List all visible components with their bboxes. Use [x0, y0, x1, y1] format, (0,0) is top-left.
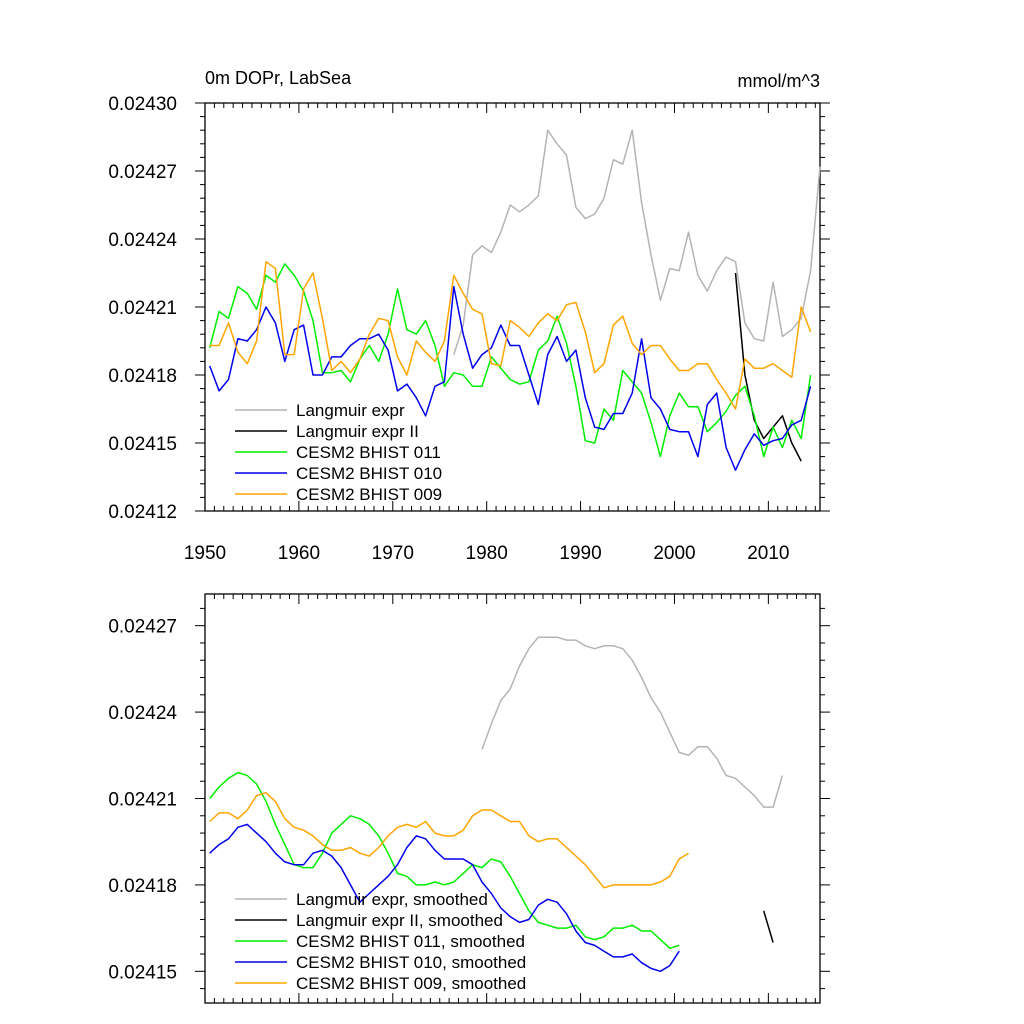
legend: Langmuir expr Langmuir expr II CESM2 BHIST… [235, 401, 442, 504]
top-panel-plot: 1950 1960 1970 1980 1990 2000 2010 0.02412 0.024… [108, 94, 830, 564]
legend-label: CESM2 BHIST 009 [296, 485, 442, 504]
x-tick-label: 1960 [278, 543, 320, 564]
x-tick-label: 1980 [466, 543, 508, 564]
series-line-langmuir-expr [453, 129, 821, 355]
legend-label: Langmuir expr [296, 401, 405, 420]
x-tick-label: 1990 [559, 543, 601, 564]
legend: Langmuir expr, smoothed Langmuir expr II,… [235, 890, 526, 993]
series-line-cesm2-bhist-011 [208, 263, 812, 458]
y-tick-label: 0.02421 [108, 790, 177, 811]
series-line-cesm2-bhist-010 [208, 285, 812, 471]
series-line-langmuir-expr-smoothed [481, 636, 784, 808]
y-tick-label: 0.02418 [108, 366, 177, 387]
top-panel-units: mmol/m^3 [738, 71, 820, 91]
x-tick-label: 2000 [653, 543, 695, 564]
y-tick-label: 0.02424 [108, 230, 177, 251]
y-tick-label: 0.02421 [108, 298, 177, 319]
x-tick-label: 1970 [372, 543, 414, 564]
series-line-cesm2-bhist-009-smoothed [209, 791, 689, 889]
y-tick-label: 0.02415 [108, 434, 177, 455]
y-tick-label: 0.02430 [108, 94, 177, 115]
legend-label: CESM2 BHIST 010, smoothed [296, 953, 526, 972]
y-tick-label: 0.02427 [108, 617, 177, 638]
legend-label: CESM2 BHIST 010 [296, 464, 442, 483]
bottom-panel: 0.02415 0.02418 0.02421 0.02424 0.02427 Langm… [108, 593, 830, 1004]
legend-label: CESM2 BHIST 011, smoothed [296, 932, 525, 951]
y-tick-label: 0.02427 [108, 162, 177, 183]
series-line-langmuir-expr-ii [734, 272, 802, 462]
top-panel-title: 0m DOPr, LabSea [205, 68, 352, 88]
legend-label: Langmuir expr, smoothed [296, 890, 488, 909]
top-panel: 0m DOPr, LabSea mmol/m^3 1950 1960 1970 198… [108, 68, 830, 564]
y-tick-label: 0.02424 [108, 703, 177, 724]
y-tick-label: 0.02415 [108, 962, 177, 983]
y-tick-label: 0.02412 [108, 502, 177, 523]
bottom-panel-plot: 0.02415 0.02418 0.02421 0.02424 0.02427 Langm… [108, 593, 830, 1004]
x-tick-label: 2010 [747, 543, 789, 564]
series-line-cesm2-bhist-010-smoothed [209, 823, 680, 973]
series-line-cesm2-bhist-011-smoothed [209, 771, 680, 950]
y-tick-label: 0.02418 [108, 876, 177, 897]
series-line-langmuir-expr-ii-smoothed [762, 910, 774, 943]
legend-label: Langmuir expr II, smoothed [296, 911, 503, 930]
legend-label: CESM2 BHIST 009, smoothed [296, 974, 526, 993]
legend-label: CESM2 BHIST 011 [296, 443, 441, 462]
x-tick-label: 1950 [184, 543, 226, 564]
legend-label: Langmuir expr II [296, 422, 419, 441]
series-line-cesm2-bhist-009 [209, 260, 812, 410]
